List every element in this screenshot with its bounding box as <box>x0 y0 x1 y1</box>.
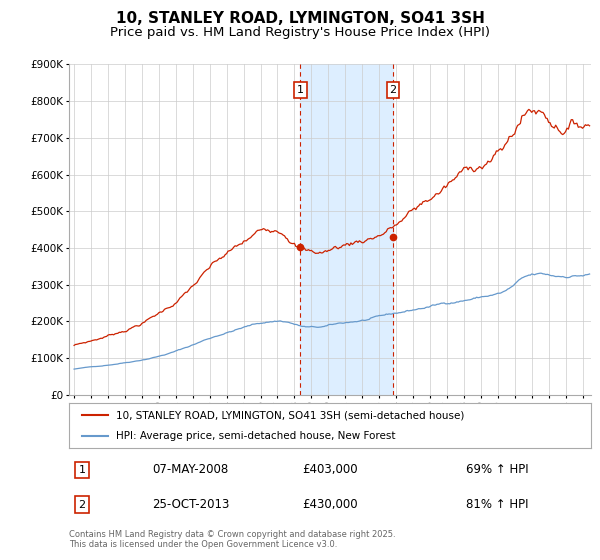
Text: HPI: Average price, semi-detached house, New Forest: HPI: Average price, semi-detached house,… <box>116 431 395 441</box>
Text: 1: 1 <box>79 465 86 475</box>
Text: 2: 2 <box>389 85 397 95</box>
Text: 69% ↑ HPI: 69% ↑ HPI <box>466 463 529 476</box>
Text: 25-OCT-2013: 25-OCT-2013 <box>152 498 230 511</box>
Text: 81% ↑ HPI: 81% ↑ HPI <box>466 498 528 511</box>
Text: Contains HM Land Registry data © Crown copyright and database right 2025.
This d: Contains HM Land Registry data © Crown c… <box>69 530 395 549</box>
Text: 2: 2 <box>79 500 86 510</box>
Text: £430,000: £430,000 <box>302 498 358 511</box>
Bar <box>301 64 393 395</box>
Text: 10, STANLEY ROAD, LYMINGTON, SO41 3SH (semi-detached house): 10, STANLEY ROAD, LYMINGTON, SO41 3SH (s… <box>116 410 464 421</box>
Text: 1: 1 <box>297 85 304 95</box>
Text: £403,000: £403,000 <box>302 463 358 476</box>
Text: Price paid vs. HM Land Registry's House Price Index (HPI): Price paid vs. HM Land Registry's House … <box>110 26 490 39</box>
Text: 07-MAY-2008: 07-MAY-2008 <box>152 463 229 476</box>
Text: 10, STANLEY ROAD, LYMINGTON, SO41 3SH: 10, STANLEY ROAD, LYMINGTON, SO41 3SH <box>116 11 484 26</box>
